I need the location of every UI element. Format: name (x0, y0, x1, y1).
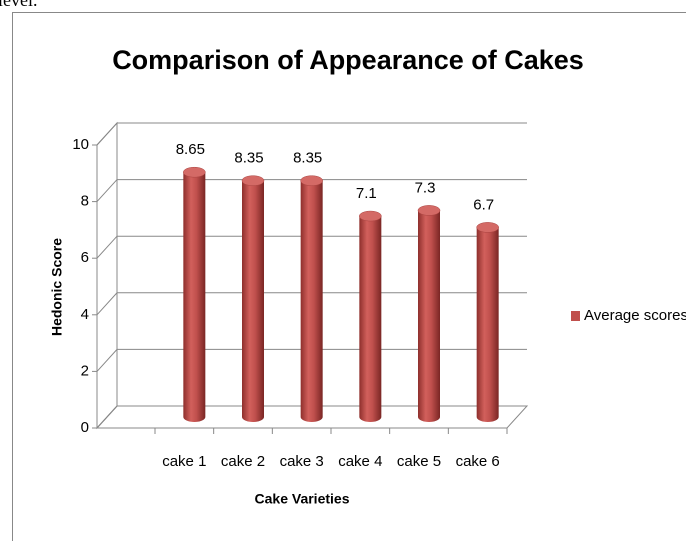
x-tick-label: cake 6 (456, 453, 500, 470)
data-label: 8.35 (234, 150, 263, 167)
y-tick-label: 8 (81, 193, 89, 210)
x-tick-label: cake 5 (397, 453, 441, 470)
data-label: 7.1 (356, 185, 377, 202)
y-tick-label: 10 (72, 136, 89, 153)
data-label: 6.7 (473, 196, 494, 213)
y-tick-label: 6 (81, 249, 89, 266)
y-tick-label: 4 (81, 306, 89, 323)
bar (418, 210, 440, 422)
data-label: 8.35 (293, 150, 322, 167)
back-wall (96, 121, 118, 430)
grid-line (96, 292, 527, 316)
legend-label: Average scores (584, 307, 686, 324)
x-tick-label: cake 2 (221, 453, 265, 470)
bar (359, 216, 382, 422)
grid-line (96, 179, 527, 202)
y-tick-label: 2 (81, 362, 89, 379)
x-tick-label: cake 3 (280, 453, 324, 470)
x-axis-label: Cake Varieties (255, 491, 350, 507)
data-label: 8.65 (176, 141, 205, 158)
bar-top (300, 175, 323, 186)
bar-top (183, 166, 206, 178)
y-axis-label: Hedonic Score (49, 238, 65, 336)
grid-line (96, 235, 527, 259)
chart-title: Comparison of Appearance of Cakes (112, 45, 584, 75)
legend-swatch (571, 311, 580, 321)
bar (300, 180, 323, 422)
bar (242, 180, 264, 422)
bar-top (241, 175, 265, 186)
bar-top (417, 205, 441, 216)
bar-top (476, 222, 499, 233)
grid-line (96, 122, 527, 146)
bar-top (359, 210, 382, 222)
x-tick-label: cake 1 (162, 453, 206, 470)
page-fragment: level. (0, 0, 37, 10)
bar (476, 227, 499, 422)
grid-line (96, 405, 527, 429)
y-tick-label: 0 (81, 419, 89, 436)
data-label: 7.3 (415, 179, 436, 196)
chart-border (12, 12, 686, 541)
grid-line (96, 348, 527, 372)
bar (183, 172, 206, 422)
x-tick-label: cake 4 (338, 453, 382, 470)
